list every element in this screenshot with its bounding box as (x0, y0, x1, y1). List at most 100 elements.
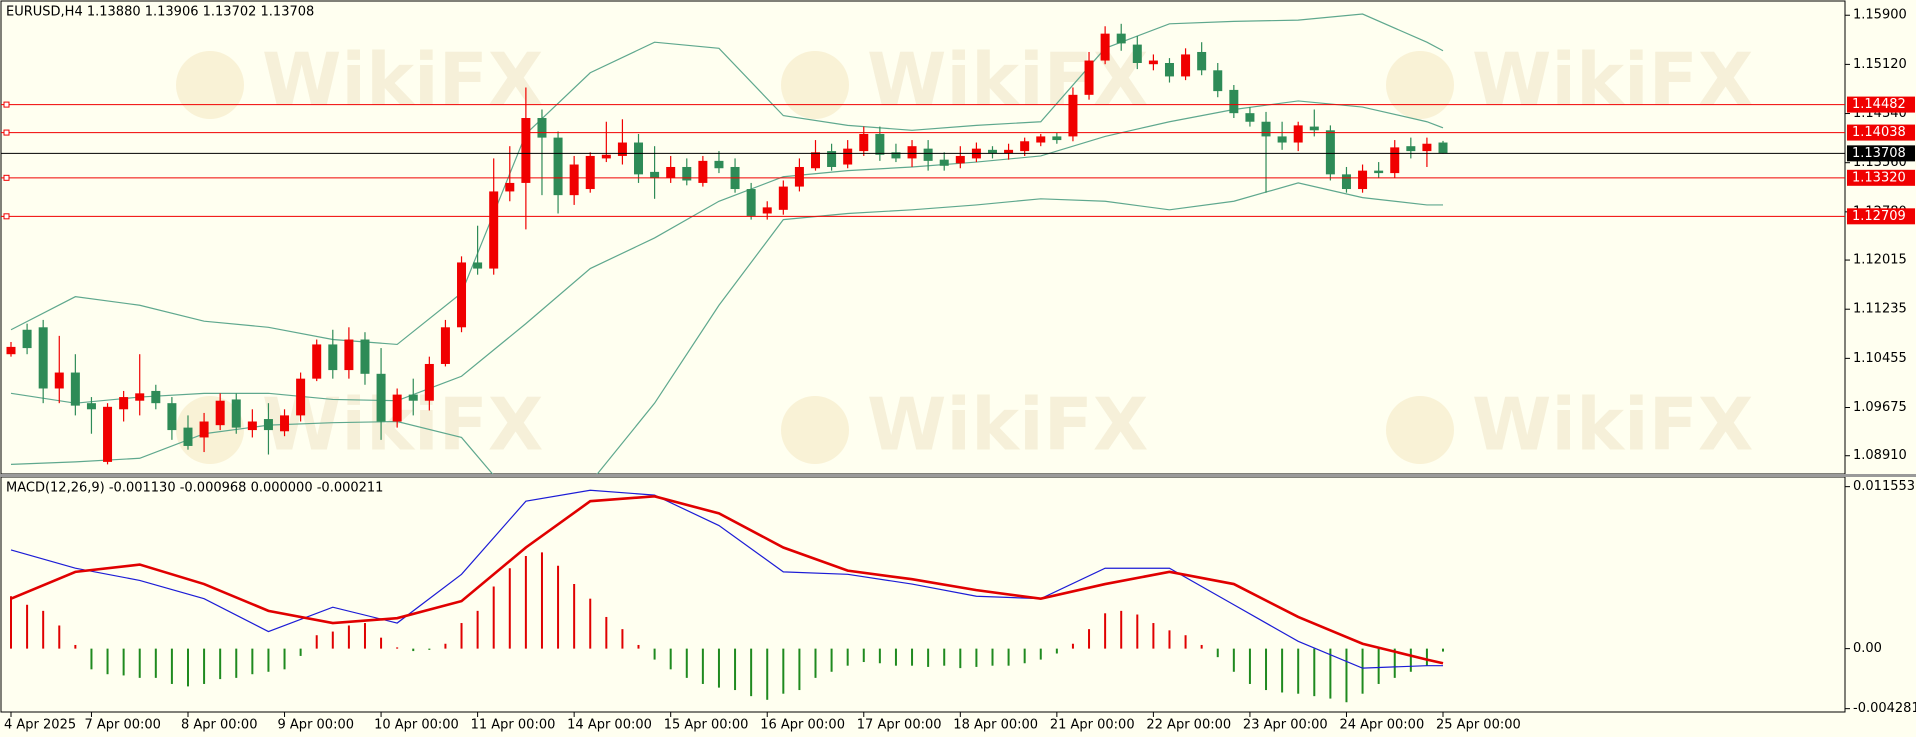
candle-body (907, 146, 917, 159)
candle-body (521, 118, 531, 183)
candle-body (698, 160, 708, 183)
candle-body (666, 166, 676, 179)
candle-body (1438, 142, 1448, 154)
candle-body (778, 186, 788, 210)
candle-body (1422, 143, 1432, 152)
level-tag (1847, 169, 1915, 186)
candle-body (1164, 63, 1174, 77)
candle-body (22, 329, 32, 349)
y-tick-label: 0.011553 (1853, 479, 1915, 494)
candle-body (167, 403, 177, 431)
candle-body (280, 415, 290, 432)
y-tick-label: 1.12015 (1853, 253, 1907, 268)
candle-body (1277, 136, 1287, 143)
panel-separator (0, 474, 1916, 477)
watermark: WikiFX (262, 38, 543, 122)
candle-body (119, 397, 129, 410)
y-tick-label: 1.09675 (1853, 400, 1907, 415)
x-tick-label: 16 Apr 00:00 (760, 718, 845, 733)
candle-body (6, 346, 16, 355)
price-plot (6, 13, 1448, 474)
candle-body (38, 327, 48, 389)
candle-body (1245, 113, 1255, 122)
candle-body (746, 189, 756, 216)
candle-body (1309, 126, 1319, 131)
candle-body (537, 118, 547, 138)
y-tick-label: 1.11235 (1853, 302, 1907, 317)
candle-body (408, 394, 418, 401)
x-tick-label: 17 Apr 00:00 (857, 718, 942, 733)
candle-body (585, 155, 595, 190)
y-tick-label: 1.10455 (1853, 351, 1907, 366)
candle-body (634, 142, 644, 175)
candle-body (1132, 44, 1142, 64)
candle-body (939, 159, 949, 166)
x-tick-label: 25 Apr 00:00 (1436, 718, 1521, 733)
candle-body (1052, 136, 1062, 141)
y-tick-label: 1.15900 (1853, 8, 1907, 23)
candle-body (489, 191, 499, 269)
candle-body (86, 403, 96, 410)
candle-body (859, 133, 869, 152)
candle-body (827, 151, 837, 167)
candle-body (1181, 54, 1191, 77)
level-tag (1847, 124, 1915, 141)
level-anchor (3, 129, 10, 136)
candle-body (569, 164, 579, 196)
candle-body (875, 133, 885, 155)
candle-body (360, 339, 370, 374)
bollinger-upper (10, 13, 1444, 346)
candle-body (344, 339, 354, 371)
candle-body (151, 390, 161, 404)
candle-body (312, 344, 322, 379)
candle-body (762, 207, 772, 214)
candle-body (296, 378, 306, 416)
candle-body (440, 327, 450, 364)
candle-body (1148, 60, 1158, 65)
candle-body (183, 427, 193, 446)
candle-body (1293, 125, 1303, 143)
y-tick-label: 1.08910 (1853, 448, 1907, 463)
candle-body (891, 152, 901, 159)
candle-body (1116, 33, 1126, 44)
candle-body (1084, 60, 1094, 95)
candle-body (794, 166, 804, 187)
candle-body (424, 363, 434, 401)
candle-body (714, 160, 724, 169)
candle-body (392, 394, 402, 422)
candle-body (955, 155, 965, 164)
y-tick-label: -0.004281 (1853, 701, 1916, 716)
candle-body (1197, 51, 1207, 71)
candle-body (473, 262, 483, 269)
x-tick-label: 10 Apr 00:00 (374, 718, 459, 733)
candle-body (601, 154, 611, 159)
x-tick-label: 7 Apr 00:00 (84, 718, 161, 733)
level-tag (1847, 208, 1915, 225)
level-anchor (3, 101, 10, 108)
candle-body (1004, 149, 1014, 154)
watermark-logo (781, 396, 849, 464)
chart-title: EURUSD,H4 1.13880 1.13906 1.13702 1.1370… (6, 5, 314, 20)
candle-body (1020, 141, 1030, 152)
watermark: WikiFX (262, 383, 543, 467)
y-tick-label: 1.15120 (1853, 57, 1907, 72)
watermark-logo (176, 51, 244, 119)
candle-body (1261, 121, 1271, 137)
x-tick-label: 11 Apr 00:00 (471, 718, 556, 733)
candle-body (328, 344, 338, 371)
x-tick-label: 14 Apr 00:00 (567, 718, 652, 733)
candle-body (682, 166, 692, 181)
candle-body (987, 149, 997, 154)
candle-body (1100, 33, 1110, 61)
candle-body (70, 372, 80, 406)
candle-body (1213, 70, 1223, 92)
candle-body (811, 152, 820, 169)
candle-body (617, 142, 627, 156)
candle-body (1374, 170, 1384, 174)
candle-body (923, 148, 933, 161)
candle-body (1390, 147, 1400, 174)
macd-plot (10, 489, 1445, 703)
macd-line (10, 489, 1444, 669)
level-label: 1.13320 (1852, 170, 1906, 185)
